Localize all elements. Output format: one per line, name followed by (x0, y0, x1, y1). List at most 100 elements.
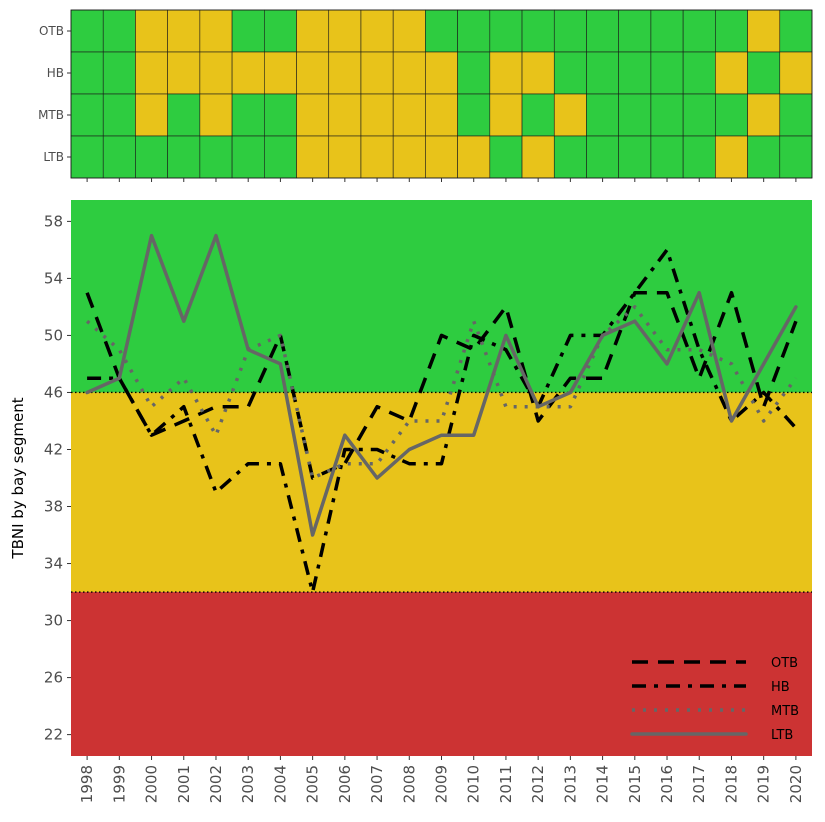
heatmap-cell-otb-2001 (167, 9, 201, 53)
heatmap-cell-ltb-2020 (779, 135, 813, 179)
heatmap-cell-otb-2006 (328, 9, 362, 53)
heatmap-cell-mtb-2005 (296, 93, 330, 137)
heatmap-cell-mtb-2018 (715, 93, 748, 137)
heatmap-cell-hb-2002 (199, 51, 233, 95)
heatmap-row-label: HB (47, 66, 64, 80)
line-y-axis: 22 26 30 34 38 42 46 50 54 58 (44, 212, 71, 744)
heatmap-cell-mtb-2012 (521, 93, 555, 137)
heatmap-cell-ltb-2012 (521, 135, 555, 179)
x-tick-label: 1998 (78, 765, 96, 803)
heatmap-cell-mtb-1998 (70, 93, 104, 137)
x-tick-label: 2013 (561, 765, 579, 803)
series-line-otb (85, 290, 798, 480)
heatmap-cell-hb-2006 (328, 51, 362, 95)
x-tick-label: 2017 (690, 765, 708, 803)
band-2 (71, 592, 812, 756)
y-tick-label: 58 (44, 212, 63, 230)
heatmap-cell-otb-2019 (747, 9, 781, 53)
heatmap-cell-hb-2016 (650, 51, 684, 95)
x-tick-label: 2005 (304, 765, 322, 803)
heatmap-cell-otb-2020 (779, 9, 813, 53)
heatmap-cell-otb-2018 (715, 9, 748, 53)
heatmap-cell-otb-1998 (70, 9, 104, 53)
heatmap-cell-mtb-2009 (425, 93, 458, 137)
heatmap-cell-mtb-2010 (457, 93, 491, 137)
heatmap-cell-otb-2000 (135, 9, 168, 53)
heatmap-cell-otb-2013 (553, 9, 587, 53)
heatmap-cell-hb-2001 (167, 51, 201, 95)
heatmap-cell-hb-2005 (296, 51, 330, 95)
heatmap-cell-mtb-2020 (779, 93, 813, 137)
heatmap-cell-hb-2017 (682, 51, 716, 95)
y-tick-label: 26 (44, 669, 63, 687)
heatmap-cell-hb-2003 (231, 51, 265, 95)
heatmap-cell-otb-2003 (231, 9, 265, 53)
heatmap-cell-ltb-2000 (135, 135, 168, 179)
y-tick-label: 50 (44, 326, 63, 344)
heatmap-cell-mtb-1999 (102, 93, 136, 137)
x-tick-label: 2006 (336, 765, 354, 803)
heatmap-cell-hb-2012 (521, 51, 555, 95)
heatmap-cell-ltb-2004 (264, 135, 297, 179)
x-tick-label: 2009 (433, 765, 451, 803)
heatmap-cell-hb-2007 (360, 51, 394, 95)
heatmap-cell-ltb-2017 (682, 135, 716, 179)
x-tick-label: 2012 (529, 765, 547, 803)
y-tick-label: 42 (44, 440, 63, 458)
heatmap-cell-ltb-2019 (747, 135, 781, 179)
heatmap-cell-mtb-2007 (360, 93, 394, 137)
series-line-hb (87, 248, 798, 594)
x-tick-label: 2002 (207, 765, 225, 803)
heatmap-cell-ltb-2015 (618, 135, 652, 179)
legend: OTB HB MTB LTB (630, 656, 799, 743)
heatmap-cell-otb-2017 (682, 9, 716, 53)
heatmap-cell-ltb-2006 (328, 135, 362, 179)
heatmap-row-label: OTB (39, 24, 64, 38)
heatmap-cell-hb-2009 (425, 51, 458, 95)
heatmap-cell-ltb-2005 (296, 135, 330, 179)
x-tick-label: 1999 (110, 765, 128, 803)
heatmap-cell-hb-2014 (586, 51, 619, 95)
heatmap-cell-otb-2007 (360, 9, 394, 53)
heatmap-cell-ltb-2018 (715, 135, 748, 179)
x-tick-label: 2019 (755, 765, 773, 803)
x-tick-label: 2004 (271, 765, 289, 803)
heatmap-cell-hb-2011 (489, 51, 523, 95)
heatmap-cell-otb-2016 (650, 9, 684, 53)
heatmap-cell-otb-2005 (296, 9, 330, 53)
heatmap-cell-mtb-2006 (328, 93, 362, 137)
heatmap-cell-mtb-2003 (231, 93, 265, 137)
heatmap-cell-ltb-2001 (167, 135, 201, 179)
heatmap-cell-hb-2000 (135, 51, 168, 95)
heatmap-cell-ltb-2002 (199, 135, 233, 179)
x-tick-label: 2008 (400, 765, 418, 803)
heatmap-cell-otb-2009 (425, 9, 458, 53)
heatmap-cell-ltb-2003 (231, 135, 265, 179)
heatmap-cell-otb-2004 (264, 9, 297, 53)
x-tick-label: 2014 (594, 765, 612, 803)
heatmap-cell-hb-2008 (392, 51, 426, 95)
y-axis-label: TBNI by bay segment (9, 397, 27, 559)
x-tick-label: 2007 (368, 765, 386, 803)
heatmap-cell-mtb-2002 (199, 93, 233, 137)
heatmap-cell-mtb-2008 (392, 93, 426, 137)
heatmap-cell-hb-2019 (747, 51, 781, 95)
heatmap-cell-mtb-2017 (682, 93, 716, 137)
heatmap-cell-ltb-2010 (457, 135, 491, 179)
band-1 (71, 392, 812, 593)
heatmap-cell-otb-2014 (586, 9, 619, 53)
x-tick-label: 2010 (465, 765, 483, 803)
x-tick-label: 2016 (658, 765, 676, 803)
heatmap-cell-ltb-2008 (392, 135, 426, 179)
y-tick-label: 30 (44, 612, 63, 630)
heatmap-cell-hb-2018 (715, 51, 748, 95)
series-lines (85, 233, 798, 594)
x-tick-label: 2011 (497, 765, 515, 803)
heatmap-y-axis: OTB HB MTB LTB (38, 24, 71, 164)
heatmap-row-label: LTB (43, 150, 64, 164)
heatmap-cell-mtb-2014 (586, 93, 619, 137)
x-tick-label: 2000 (143, 765, 161, 803)
heatmap-cell-ltb-1999 (102, 135, 136, 179)
legend-label-ltb: LTB (771, 728, 793, 743)
